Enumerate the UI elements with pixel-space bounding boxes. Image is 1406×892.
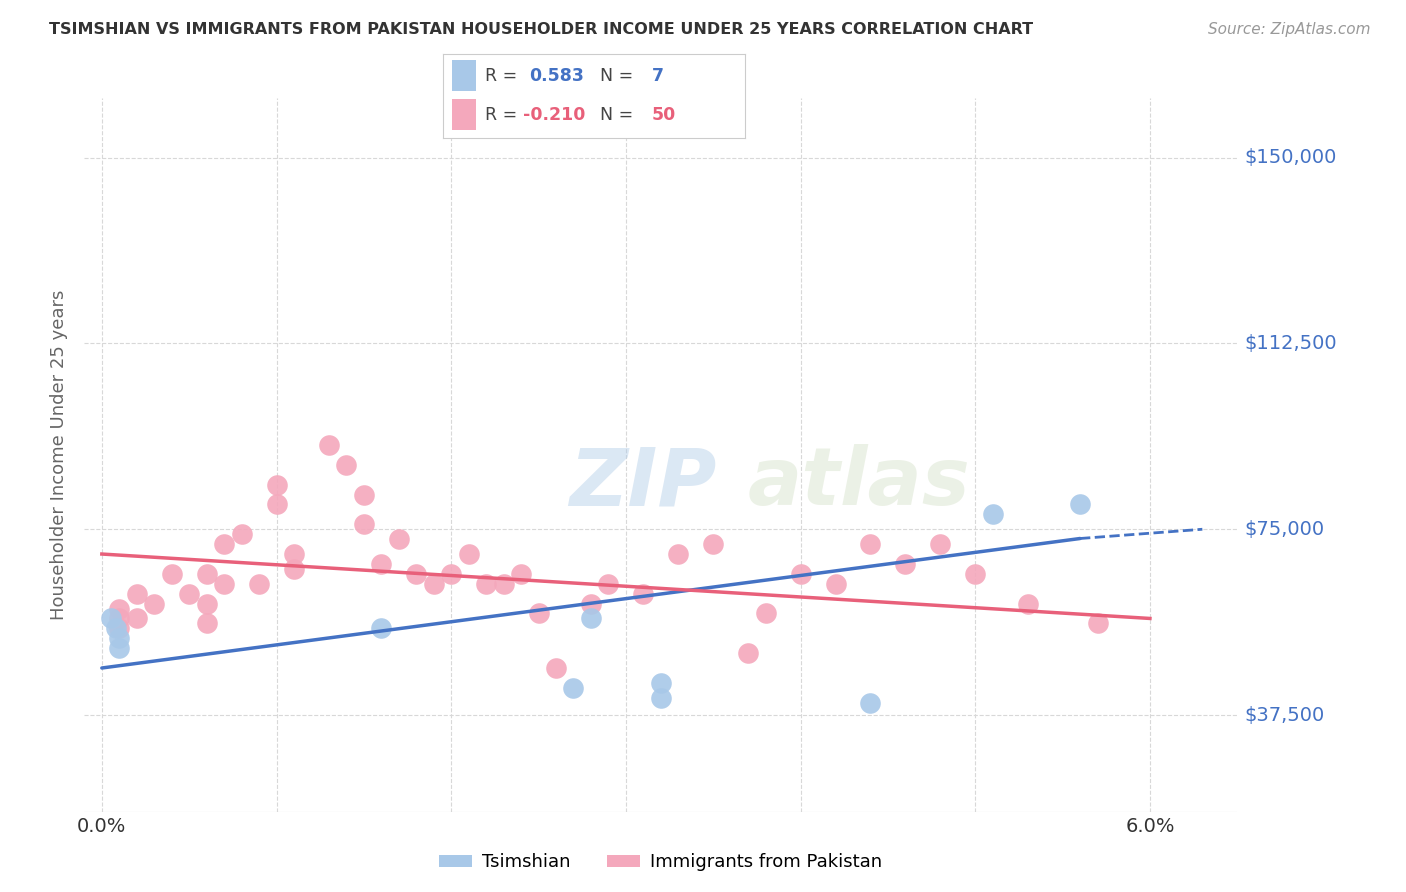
Point <box>108 632 131 646</box>
Point <box>318 438 340 452</box>
Point <box>100 611 122 625</box>
Point <box>266 477 288 491</box>
Point <box>104 621 127 635</box>
Point <box>737 646 759 660</box>
Point <box>212 576 235 591</box>
Point <box>108 611 131 625</box>
Point <box>231 527 253 541</box>
Point <box>283 562 305 576</box>
Text: Source: ZipAtlas.com: Source: ZipAtlas.com <box>1208 22 1371 37</box>
Point <box>894 557 917 571</box>
Point <box>598 576 620 591</box>
Point <box>859 696 882 710</box>
Point <box>388 532 411 546</box>
Point <box>353 487 375 501</box>
Text: R =: R = <box>485 67 523 85</box>
Point <box>266 498 288 512</box>
Point <box>1069 498 1091 512</box>
Point <box>650 690 672 705</box>
Text: R =: R = <box>485 105 523 123</box>
Point <box>510 566 533 581</box>
Text: N =: N = <box>600 67 638 85</box>
Text: ZIP: ZIP <box>568 444 716 523</box>
Point <box>143 597 166 611</box>
Point <box>405 566 427 581</box>
Point <box>475 576 498 591</box>
Point <box>702 537 724 551</box>
Text: 0.583: 0.583 <box>529 67 583 85</box>
Text: 50: 50 <box>651 105 676 123</box>
Point <box>370 621 392 635</box>
Text: -0.210: -0.210 <box>523 105 585 123</box>
Point <box>195 616 218 631</box>
Text: $75,000: $75,000 <box>1244 520 1324 539</box>
Point <box>457 547 479 561</box>
Point <box>108 641 131 656</box>
Point <box>108 601 131 615</box>
Point <box>965 566 987 581</box>
Point <box>789 566 811 581</box>
Point <box>633 587 655 601</box>
Text: $150,000: $150,000 <box>1244 148 1337 167</box>
Point <box>650 676 672 690</box>
Point <box>370 557 392 571</box>
Text: $37,500: $37,500 <box>1244 706 1324 724</box>
Bar <box>451 99 477 130</box>
Point <box>125 611 148 625</box>
Y-axis label: Householder Income Under 25 years: Householder Income Under 25 years <box>51 290 69 620</box>
Point <box>160 566 183 581</box>
Point <box>179 587 201 601</box>
Point <box>195 566 218 581</box>
Bar <box>451 61 477 91</box>
Point <box>1017 597 1039 611</box>
Text: N =: N = <box>600 105 638 123</box>
Point <box>755 607 778 621</box>
Point <box>929 537 952 551</box>
Text: 7: 7 <box>651 67 664 85</box>
Point <box>1087 616 1109 631</box>
Point <box>527 607 550 621</box>
Point <box>492 576 515 591</box>
Point <box>335 458 357 472</box>
Point <box>859 537 882 551</box>
Text: $112,500: $112,500 <box>1244 334 1337 353</box>
Point <box>666 547 689 561</box>
Text: atlas: atlas <box>748 444 970 523</box>
Point <box>353 517 375 532</box>
Point <box>195 597 218 611</box>
Point <box>544 661 567 675</box>
Point <box>1139 834 1161 848</box>
Text: TSIMSHIAN VS IMMIGRANTS FROM PAKISTAN HOUSEHOLDER INCOME UNDER 25 YEARS CORRELAT: TSIMSHIAN VS IMMIGRANTS FROM PAKISTAN HO… <box>49 22 1033 37</box>
Point <box>440 566 463 581</box>
Point <box>247 576 270 591</box>
Point <box>824 576 846 591</box>
Point <box>108 621 131 635</box>
Point <box>981 508 1004 522</box>
Legend: Tsimshian, Immigrants from Pakistan: Tsimshian, Immigrants from Pakistan <box>432 847 890 879</box>
Point <box>283 547 305 561</box>
Point <box>212 537 235 551</box>
Point <box>562 681 585 695</box>
Point <box>422 576 444 591</box>
Point <box>125 587 148 601</box>
Point <box>579 611 602 625</box>
Point <box>579 597 602 611</box>
